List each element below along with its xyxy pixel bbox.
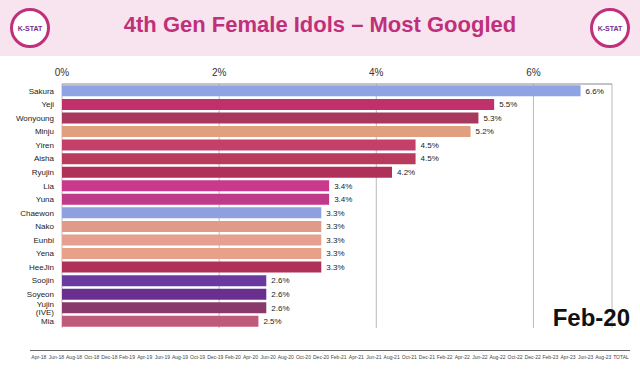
svg-text:Nako: Nako <box>35 222 54 231</box>
svg-text:4%: 4% <box>369 67 384 78</box>
svg-text:Yeji: Yeji <box>41 100 54 109</box>
svg-text:2.5%: 2.5% <box>263 317 281 326</box>
svg-text:Minju: Minju <box>35 127 54 136</box>
svg-text:0%: 0% <box>55 67 70 78</box>
svg-text:3.3%: 3.3% <box>326 236 344 245</box>
svg-text:2.6%: 2.6% <box>271 304 289 313</box>
svg-text:HeeJin: HeeJin <box>29 263 54 272</box>
svg-text:Lia: Lia <box>43 182 54 191</box>
svg-text:2%: 2% <box>212 67 227 78</box>
html-text:Apr-18 Jun-18 Aug-18 Oct-18 De: Apr-18 Jun-18 Aug-18 Oct-18 Dec-18 Feb-1… <box>31 354 629 360</box>
svg-text:3.4%: 3.4% <box>334 195 352 204</box>
svg-text:3.3%: 3.3% <box>326 222 344 231</box>
html-text:K-STAT: K-STAT <box>17 24 43 32</box>
svg-text:Soojin: Soojin <box>32 276 54 285</box>
svg-text:Yena: Yena <box>36 249 55 258</box>
svg-text:Chaewon: Chaewon <box>20 209 54 218</box>
html-text:4th Gen Female Idols – Most Go: 4th Gen Female Idols – Most Googled <box>123 12 517 37</box>
svg-text:5.5%: 5.5% <box>499 100 517 109</box>
svg-text:3.3%: 3.3% <box>326 209 344 218</box>
svg-text:2.6%: 2.6% <box>271 290 289 299</box>
svg-text:5.2%: 5.2% <box>476 127 494 136</box>
svg-text:Wonyoung: Wonyoung <box>16 114 54 123</box>
svg-text:Yujin(IVE): Yujin(IVE) <box>36 300 55 317</box>
svg-text:3.3%: 3.3% <box>326 263 344 272</box>
svg-text:3.4%: 3.4% <box>334 182 352 191</box>
svg-text:4.5%: 4.5% <box>421 141 439 150</box>
svg-text:3.3%: 3.3% <box>326 249 344 258</box>
svg-text:5.3%: 5.3% <box>483 114 501 123</box>
svg-text:Eunbi: Eunbi <box>34 236 55 245</box>
html-text:K-STAT: K-STAT <box>597 24 623 32</box>
svg-text:2.6%: 2.6% <box>271 276 289 285</box>
svg-text:4.2%: 4.2% <box>397 168 415 177</box>
svg-text:Yuna: Yuna <box>36 195 55 204</box>
svg-text:6%: 6% <box>526 67 541 78</box>
svg-text:Mia: Mia <box>41 317 54 326</box>
svg-text:6.6%: 6.6% <box>586 87 604 96</box>
svg-text:4.5%: 4.5% <box>421 154 439 163</box>
svg-text:Sakura: Sakura <box>29 87 55 96</box>
svg-text:Yiren: Yiren <box>36 141 54 150</box>
svg-text:Aisha: Aisha <box>34 154 55 163</box>
html-text:Feb-20: Feb-20 <box>552 304 630 331</box>
svg-text:Ryujin: Ryujin <box>32 168 54 177</box>
svg-text:Soyeon: Soyeon <box>27 290 54 299</box>
